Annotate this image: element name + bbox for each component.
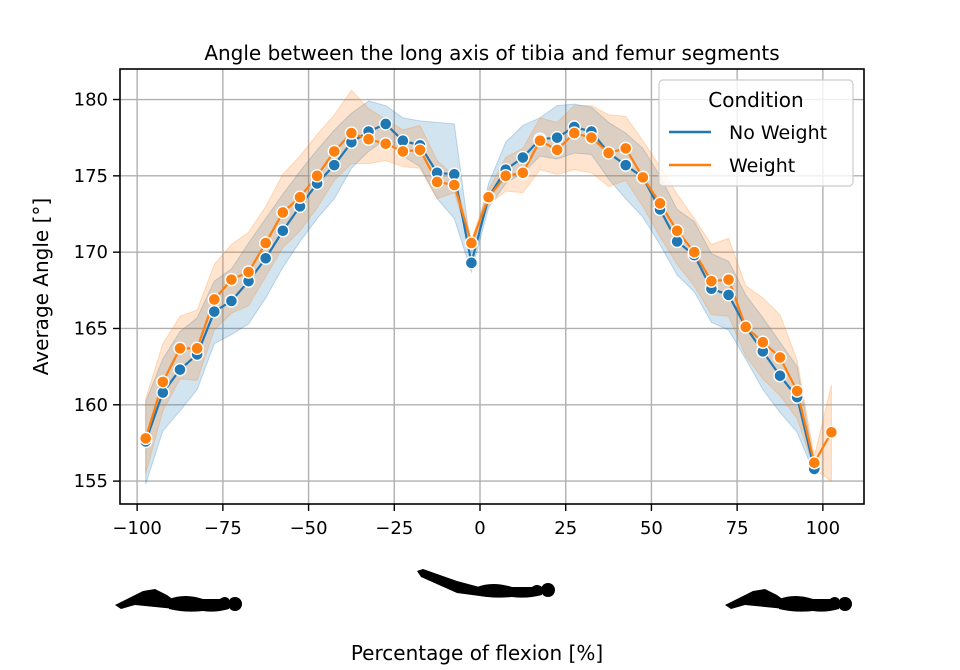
series-line-no-weight	[144, 122, 816, 470]
data-point-weight	[156, 375, 170, 389]
x-tick-label: −25	[375, 518, 413, 539]
data-point-weight	[464, 236, 479, 250]
data-point-weight	[670, 224, 684, 238]
y-tick-label: 180	[74, 90, 108, 111]
data-point-weight	[704, 274, 719, 288]
x-tick-label: 25	[554, 518, 577, 539]
body-position-figures	[115, 569, 852, 612]
data-point-weight	[773, 350, 787, 365]
data-point-weight	[430, 175, 444, 189]
legend: Condition No Weight Weight	[658, 79, 854, 187]
torso-shape	[779, 596, 839, 612]
data-point-no-weight	[173, 362, 187, 377]
data-point-weight	[516, 166, 530, 180]
data-point-weight	[550, 143, 564, 157]
data-point-weight	[310, 169, 324, 183]
legend-title: Condition	[708, 88, 803, 112]
data-point-weight	[756, 335, 770, 349]
data-point-weight	[173, 341, 187, 356]
data-point-weight	[139, 431, 153, 446]
leg-shape	[115, 589, 175, 609]
data-point-weight	[344, 126, 359, 140]
data-point-weight	[361, 132, 376, 146]
data-point-weight	[481, 190, 496, 204]
x-tick-label: −100	[112, 518, 161, 539]
x-tick-label: −75	[204, 518, 242, 539]
data-point-weight	[567, 126, 581, 140]
legend-box	[658, 79, 854, 187]
x-axis-label: Percentage of flexion [%]	[351, 641, 603, 665]
x-tick-label: −50	[290, 518, 328, 539]
data-point-no-weight	[550, 130, 564, 145]
data-point-weight	[207, 292, 221, 307]
data-point-weight	[601, 146, 616, 160]
data-point-no-weight	[224, 294, 239, 308]
data-point-weight	[824, 425, 839, 439]
data-point-weight	[687, 245, 701, 259]
y-tick-label: 160	[74, 395, 108, 416]
legend-label-no-weight: No Weight	[729, 122, 827, 144]
data-point-no-weight	[721, 288, 736, 302]
data-point-weight	[327, 144, 341, 159]
data-point-weight	[807, 456, 821, 470]
data-point-no-weight	[327, 158, 341, 172]
x-tick-label: 100	[806, 518, 840, 539]
data-point-no-weight	[379, 117, 393, 131]
figure-lying-extended-left	[115, 589, 242, 612]
chart-title: Angle between the long axis of tibia and…	[204, 41, 779, 65]
y-tick-label: 170	[74, 242, 108, 263]
data-point-weight	[533, 134, 547, 148]
data-point-weight	[396, 144, 410, 159]
data-point-weight	[636, 170, 650, 185]
data-point-weight	[293, 190, 307, 204]
x-tick-label: 75	[726, 518, 749, 539]
data-point-weight	[413, 143, 427, 157]
y-tick-label: 165	[74, 318, 108, 339]
data-point-weight	[224, 272, 239, 287]
data-point-weight	[653, 196, 667, 211]
data-point-no-weight	[464, 256, 479, 270]
data-point-weight	[241, 265, 256, 279]
data-point-weight	[447, 178, 461, 192]
data-point-no-weight	[207, 304, 221, 319]
data-point-no-weight	[276, 224, 290, 238]
data-point-weight	[259, 236, 273, 250]
data-point-weight	[499, 169, 513, 183]
data-point-no-weight	[259, 251, 273, 265]
x-tick-label: 0	[474, 518, 485, 539]
figure-lying-extended-right	[725, 589, 852, 612]
data-point-weight	[739, 320, 753, 334]
legend-label-weight: Weight	[729, 155, 795, 177]
y-tick-label: 175	[74, 166, 108, 187]
series-markers	[139, 117, 839, 476]
plot-frame	[119, 68, 865, 505]
leg-shape	[417, 569, 487, 597]
figure-lying-flat-center	[417, 569, 555, 598]
head-shape	[541, 583, 555, 597]
data-point-weight	[721, 272, 736, 287]
data-point-weight	[790, 384, 804, 398]
data-point-weight	[379, 137, 393, 151]
y-axis-label: Average Angle [°]	[29, 198, 53, 375]
head-shape	[228, 597, 242, 611]
data-point-weight	[276, 205, 290, 220]
leg-shape	[725, 589, 785, 609]
data-point-weight	[584, 130, 599, 145]
data-point-no-weight	[619, 158, 633, 172]
torso-shape	[169, 596, 229, 612]
y-tick-label: 155	[74, 471, 108, 492]
data-point-weight	[190, 341, 204, 356]
data-point-weight	[619, 141, 633, 156]
axis-ticks: −100 −75 −50 −25 0 25 50 75 100 155 160 165 170 175 18…	[74, 90, 840, 539]
data-point-no-weight	[773, 369, 787, 383]
head-shape	[838, 597, 852, 611]
x-tick-label: 50	[640, 518, 663, 539]
data-point-no-weight	[516, 150, 530, 165]
torso-shape	[477, 584, 542, 598]
